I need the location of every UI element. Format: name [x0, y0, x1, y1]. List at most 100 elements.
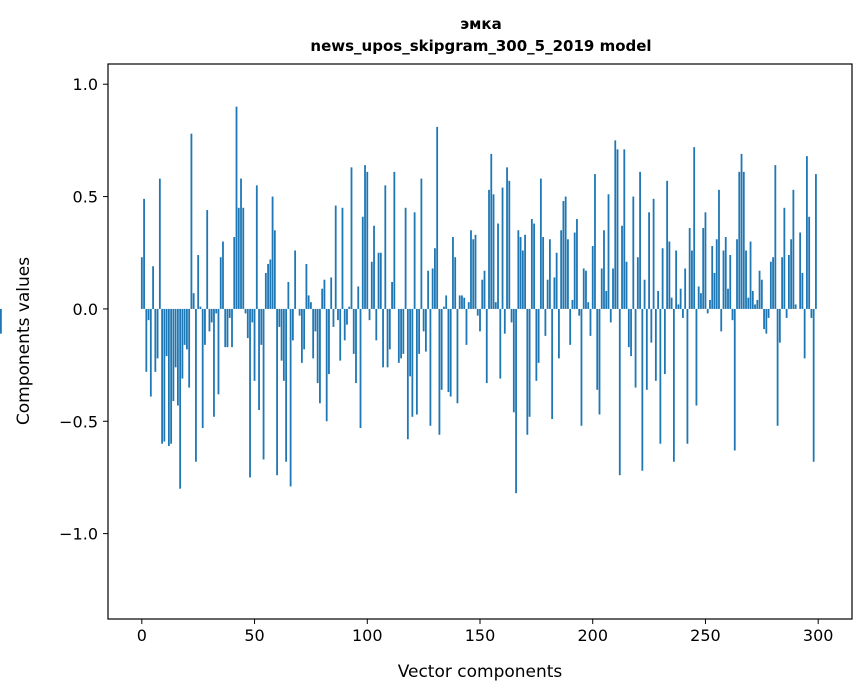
bar — [154, 308, 157, 372]
bar — [704, 212, 707, 309]
bar — [176, 308, 179, 406]
bar — [745, 250, 747, 309]
bar — [729, 254, 732, 309]
bar — [503, 308, 506, 334]
x-tick-label: 250 — [690, 626, 721, 645]
bar — [415, 308, 418, 415]
bar — [684, 268, 687, 309]
bar — [605, 290, 608, 309]
bar — [156, 308, 159, 359]
bar — [440, 308, 443, 390]
bar — [242, 207, 245, 309]
bar — [388, 308, 391, 350]
bar — [262, 308, 265, 460]
bar — [749, 241, 752, 309]
bar — [163, 308, 166, 442]
bar — [140, 257, 143, 309]
chart-subtitle: news_upos_skipgram_300_5_2019 model — [310, 37, 651, 55]
bar — [765, 308, 768, 334]
bar — [776, 308, 779, 426]
bar — [560, 230, 563, 309]
bar — [328, 308, 330, 375]
bar — [787, 254, 790, 309]
bar — [251, 308, 254, 323]
bar — [285, 308, 288, 462]
y-tick-label: −1.0 — [59, 525, 98, 544]
bar — [591, 246, 594, 309]
bar — [206, 210, 209, 309]
bar — [589, 308, 592, 336]
chart-title: эмка — [460, 15, 501, 33]
bar — [325, 308, 328, 422]
bar — [754, 304, 756, 309]
bar — [240, 178, 242, 309]
bar — [740, 153, 743, 309]
bar — [310, 302, 312, 309]
bar — [641, 308, 644, 471]
bar — [657, 290, 660, 309]
bar — [508, 180, 511, 309]
bar — [772, 257, 774, 309]
bar — [733, 308, 736, 451]
bar — [287, 281, 290, 309]
bar — [319, 308, 321, 404]
bar — [197, 254, 200, 309]
bar — [384, 185, 387, 309]
bar — [429, 308, 432, 426]
bar — [188, 308, 191, 388]
bar — [208, 308, 211, 332]
bar — [447, 308, 450, 393]
bar — [546, 279, 549, 309]
bar — [485, 308, 488, 384]
bar — [530, 219, 533, 309]
bar — [321, 288, 324, 309]
bar — [621, 225, 623, 309]
bar — [303, 308, 306, 350]
bar — [801, 272, 804, 309]
bar — [702, 228, 705, 309]
bar — [278, 308, 281, 327]
x-tick-label: 200 — [577, 626, 608, 645]
bar — [334, 205, 337, 309]
bar — [224, 308, 227, 348]
bar — [424, 308, 427, 352]
bar — [567, 239, 569, 309]
bar — [634, 308, 637, 388]
bar — [352, 308, 355, 354]
bar — [792, 189, 795, 309]
bar — [695, 308, 698, 406]
bar — [490, 153, 493, 309]
bar — [645, 308, 648, 390]
y-tick-label: −0.5 — [59, 412, 98, 431]
bar — [269, 259, 272, 309]
x-axis-label: Vector components — [398, 662, 563, 682]
bar — [666, 180, 669, 309]
bar — [361, 216, 364, 309]
bar — [217, 308, 220, 395]
bar — [348, 306, 351, 309]
bar — [413, 212, 416, 309]
bar — [499, 308, 502, 379]
bar — [679, 288, 682, 309]
y-axis-ticks: −1.0 −0.5 0.0 0.5 1.0 — [59, 75, 108, 544]
bar — [355, 308, 357, 384]
bar — [445, 295, 448, 309]
bar — [627, 308, 630, 348]
bar — [465, 308, 468, 345]
bar — [474, 234, 477, 309]
bar — [305, 263, 308, 309]
bar — [677, 304, 680, 309]
bar — [422, 308, 425, 332]
bar — [280, 308, 283, 361]
bar — [711, 246, 714, 309]
bar — [555, 252, 558, 309]
bar — [632, 196, 635, 309]
bar — [418, 308, 421, 354]
bar — [411, 308, 414, 417]
bar — [576, 219, 578, 309]
bar — [463, 297, 466, 309]
bar — [222, 241, 224, 309]
bar — [402, 308, 405, 354]
bar — [149, 308, 152, 397]
bar — [585, 270, 587, 309]
